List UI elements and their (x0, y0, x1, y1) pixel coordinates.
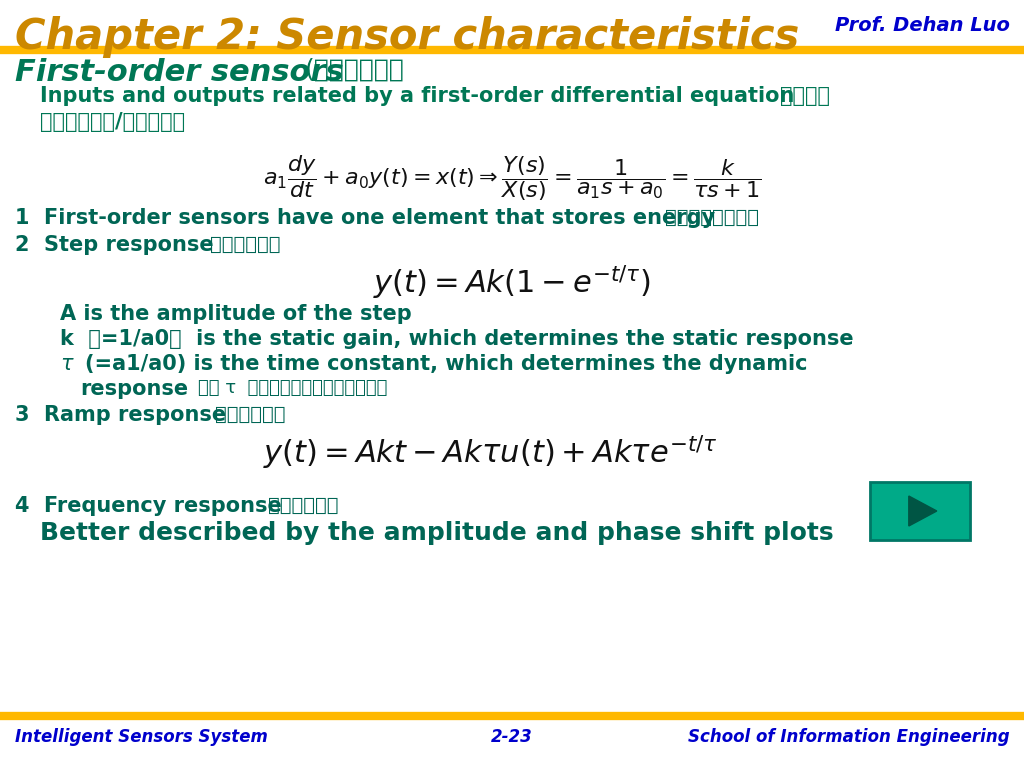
Text: $\tau$: $\tau$ (60, 354, 75, 374)
Text: 1  First-order sensors have one element that stores energy: 1 First-order sensors have one element t… (15, 208, 715, 228)
Text: k  （=1/a0）  is the static gain, which determines the static response: k （=1/a0） is the static gain, which dete… (60, 329, 854, 349)
Polygon shape (909, 496, 937, 526)
Text: 分方程的输入/输出关系）: 分方程的输入/输出关系） (40, 112, 185, 132)
Text: （频率响应）: （频率响应） (268, 496, 339, 515)
Text: （阶跃响应）: （阶跃响应） (210, 235, 281, 254)
Text: (一阶传感器）: (一阶传感器） (305, 58, 404, 82)
Text: $y(t) = Akt - Ak\tau u(t) + Ak\tau e^{-t/\tau}$: $y(t) = Akt - Ak\tau u(t) + Ak\tau e^{-t… (262, 433, 718, 472)
Bar (870, 482, 970, 540)
Text: $a_1\dfrac{dy}{dt}+a_0y(t)=x(t)\Rightarrow\dfrac{Y(s)}{X(s)}=\dfrac{1}{a_1s+a_0}: $a_1\dfrac{dy}{dt}+a_0y(t)=x(t)\Rightarr… (262, 153, 762, 203)
Text: （， τ  是决定动态响应的时间常数）: （， τ 是决定动态响应的时间常数） (198, 379, 387, 397)
Text: （一个储能元件）: （一个储能元件） (665, 208, 759, 227)
Text: 4  Frequency response: 4 Frequency response (15, 496, 282, 516)
Text: Chapter 2: Sensor characteristics: Chapter 2: Sensor characteristics (15, 16, 800, 58)
Text: 2-23: 2-23 (492, 728, 532, 746)
Text: A is the amplitude of the step: A is the amplitude of the step (60, 304, 412, 324)
Text: （一阶微: （一阶微 (780, 86, 830, 106)
Text: Better described by the amplitude and phase shift plots: Better described by the amplitude and ph… (40, 521, 834, 545)
Text: response: response (80, 379, 188, 399)
Text: Inputs and outputs related by a first-order differential equation: Inputs and outputs related by a first-or… (40, 86, 795, 106)
Text: First-order sensors: First-order sensors (15, 58, 344, 87)
Text: Prof. Dehan Luo: Prof. Dehan Luo (836, 16, 1010, 35)
Text: （斜坡响应）: （斜坡响应） (215, 405, 286, 424)
Text: Intelligent Sensors System: Intelligent Sensors System (15, 728, 268, 746)
Text: 3  Ramp response: 3 Ramp response (15, 405, 226, 425)
Text: $y(t) = Ak(1-e^{-t/\tau})$: $y(t) = Ak(1-e^{-t/\tau})$ (373, 263, 651, 302)
Text: School of Information Engineering: School of Information Engineering (688, 728, 1010, 746)
Text: (=a1/a0) is the time constant, which determines the dynamic: (=a1/a0) is the time constant, which det… (85, 354, 808, 374)
Text: 2  Step response: 2 Step response (15, 235, 214, 255)
